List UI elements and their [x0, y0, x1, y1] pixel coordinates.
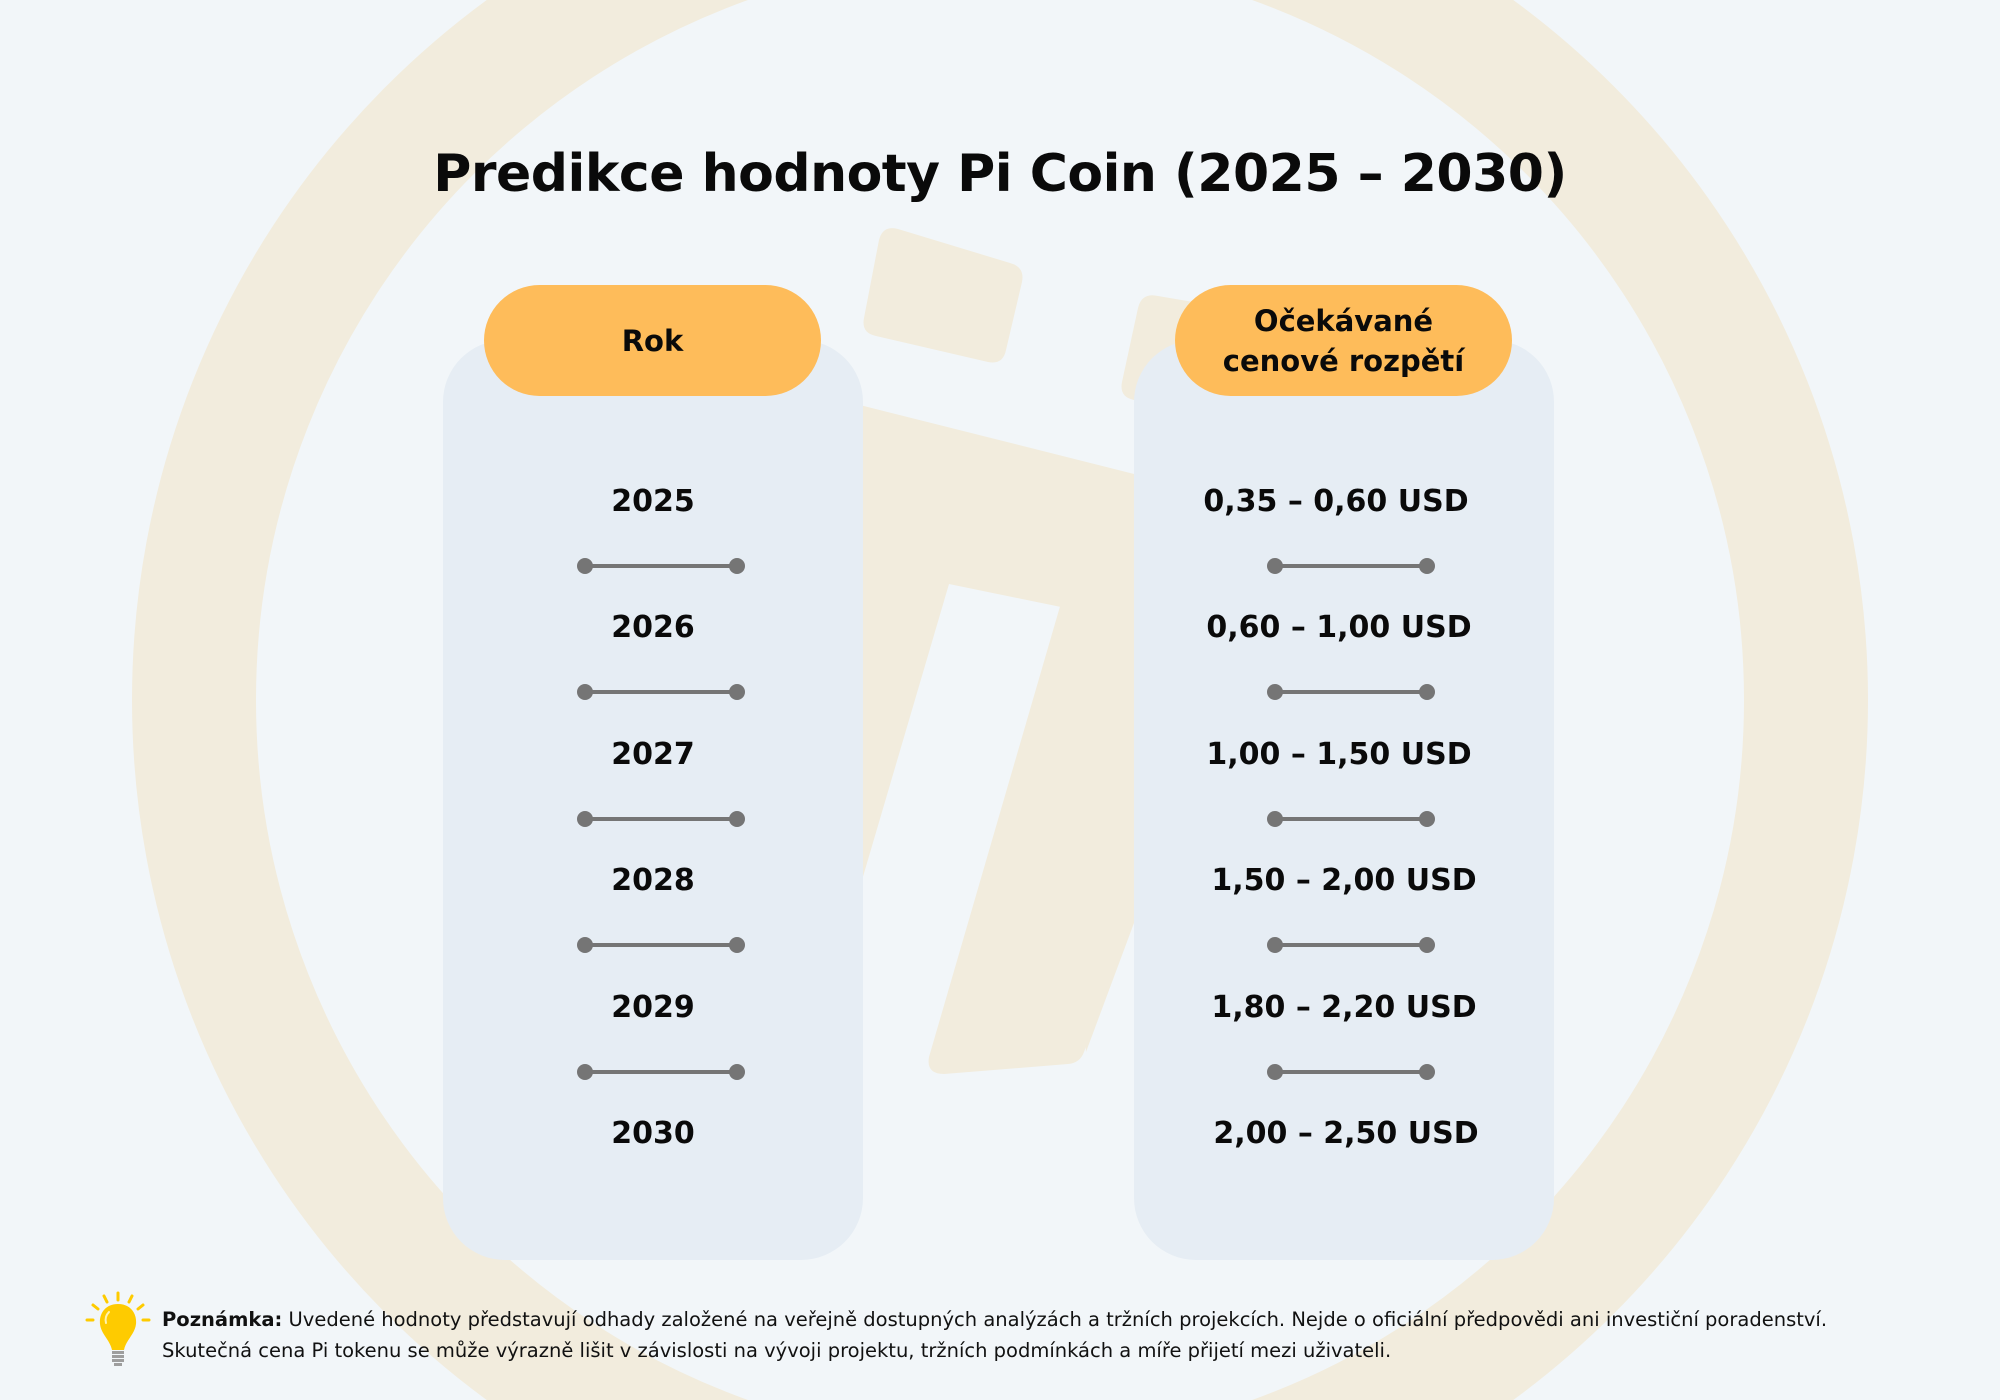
range-2030: 2,00 – 2,50 USD	[1213, 1116, 1479, 1151]
range-header-line1: Očekávané	[1253, 303, 1434, 338]
logo-ring	[132, 0, 1868, 1400]
range-column-panel: 0,35 – 0,60 USD 0,60 – 1,00 USD 1,00 – 1…	[1134, 340, 1554, 1260]
range-2026: 0,60 – 1,00 USD	[1206, 610, 1472, 645]
disclaimer-note: Poznámka: Uvedené hodnoty představují od…	[162, 1304, 1962, 1366]
year-header-label: Rok	[621, 323, 684, 358]
connector-icon	[577, 684, 745, 700]
range-2029: 1,80 – 2,20 USD	[1211, 990, 1477, 1025]
connector-icon	[1267, 558, 1435, 574]
connector-icon	[577, 558, 745, 574]
connector-icon	[1267, 811, 1435, 827]
range-2028: 1,50 – 2,00 USD	[1211, 863, 1477, 898]
lightbulb-icon	[85, 1291, 151, 1366]
range-2027: 1,00 – 1,50 USD	[1206, 737, 1472, 772]
year-column-panel: 2025 2026 2027 2028 2029 2030	[443, 340, 863, 1260]
connector-icon	[577, 937, 745, 953]
logo-leg	[928, 603, 1150, 1074]
note-line-1: Poznámka: Uvedené hodnoty představují od…	[162, 1304, 1962, 1335]
year-2027: 2027	[611, 737, 695, 772]
year-2028: 2028	[611, 863, 695, 898]
year-2030: 2030	[611, 1116, 695, 1151]
note-text-1: Uvedené hodnoty představují odhady založ…	[282, 1308, 1828, 1331]
range-column-header: Očekávané cenové rozpětí	[1175, 285, 1512, 396]
logo-bar	[840, 400, 1150, 1052]
connector-icon	[1267, 1064, 1435, 1080]
range-header-line2: cenové rozpětí	[1222, 343, 1465, 378]
page-title: Predikce hodnoty Pi Coin (2025 – 2030)	[433, 143, 1567, 204]
connector-icon	[1267, 684, 1435, 700]
range-2025: 0,35 – 0,60 USD	[1203, 484, 1469, 519]
connector-icon	[577, 1064, 745, 1080]
note-label: Poznámka:	[162, 1308, 283, 1331]
logo-square-left	[863, 228, 1023, 363]
year-2025: 2025	[611, 484, 695, 519]
year-column-header: Rok	[484, 285, 821, 396]
year-2029: 2029	[611, 990, 695, 1025]
connector-icon	[1267, 937, 1435, 953]
year-2026: 2026	[611, 610, 695, 645]
note-line-2: Skutečná cena Pi tokenu se může výrazně …	[162, 1339, 1392, 1362]
connector-icon	[577, 811, 745, 827]
